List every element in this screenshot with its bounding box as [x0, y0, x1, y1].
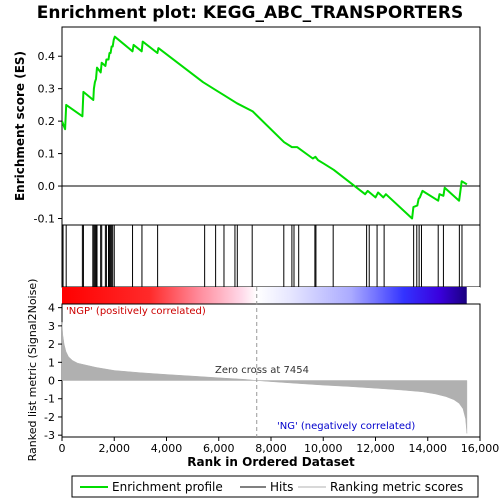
es-tick-label: 0.0 — [38, 180, 56, 193]
x-tick-label: 10,000 — [304, 442, 343, 455]
es-tick-label: 0.2 — [38, 115, 56, 128]
chart-title: Enrichment plot: KEGG_ABC_TRANSPORTERS — [37, 3, 463, 23]
x-axis: 0 2,000 4,000 6,000 8,000 10,000 12,000 14,000 1… — [59, 437, 500, 455]
es-tick-label: 0.4 — [38, 50, 56, 63]
metric-area — [61, 287, 468, 437]
es-profile-line — [62, 35, 468, 220]
metric-tick-label: -1 — [44, 393, 55, 406]
legend-label-metric: Ranking metric scores — [330, 480, 463, 494]
es-tick-label: -0.1 — [34, 213, 55, 226]
x-tick-label: 8,000 — [255, 442, 287, 455]
negative-correlation-label: 'NG' (negatively correlated) — [277, 421, 415, 432]
hits-panel-frame — [61, 224, 481, 288]
x-tick-label: 6,000 — [203, 442, 235, 455]
metric-tick-label: 0 — [48, 375, 55, 388]
metric-panel-frame — [61, 303, 481, 438]
metric-tick-label: 2 — [48, 338, 55, 351]
hit-marks — [62, 225, 463, 287]
x-tick-label: 0 — [59, 442, 66, 455]
x-tick-label: 16,000 — [461, 442, 500, 455]
legend-label-enrichment: Enrichment profile — [112, 480, 223, 494]
legend-label-hits: Hits — [270, 480, 293, 494]
metric-tick-label: -2 — [44, 411, 55, 424]
x-axis-title: Rank in Ordered Dataset — [187, 455, 355, 469]
positive-correlation-label: 'NGP' (positively correlated) — [66, 306, 206, 317]
es-tick-label: 0.1 — [38, 148, 56, 161]
es-axis-title: Enrichment score (ES) — [13, 51, 27, 201]
es-y-axis: -0.1 0.0 0.1 0.2 0.3 0.4 — [34, 50, 62, 226]
metric-y-axis: -3 -2 -1 0 1 2 3 4 — [44, 302, 62, 442]
metric-tick-label: 1 — [48, 356, 55, 369]
x-tick-label: 2,000 — [99, 442, 131, 455]
metric-tick-label: 3 — [48, 320, 55, 333]
x-tick-label: 4,000 — [151, 442, 183, 455]
rank-color-band — [62, 287, 480, 304]
legend-box — [71, 475, 479, 498]
es-panel-frame — [61, 26, 481, 226]
metric-tick-label: 4 — [48, 302, 55, 315]
es-line-group — [62, 35, 468, 220]
x-tick-label: 12,000 — [356, 442, 395, 455]
x-tick-label: 14,000 — [409, 442, 448, 455]
metric-axis-title: Ranked list metric (Signal2Noise) — [26, 279, 39, 462]
metric-tick-label: -3 — [44, 429, 55, 442]
es-tick-label: 0.3 — [38, 83, 56, 96]
zero-cross-label: Zero cross at 7454 — [215, 365, 309, 376]
